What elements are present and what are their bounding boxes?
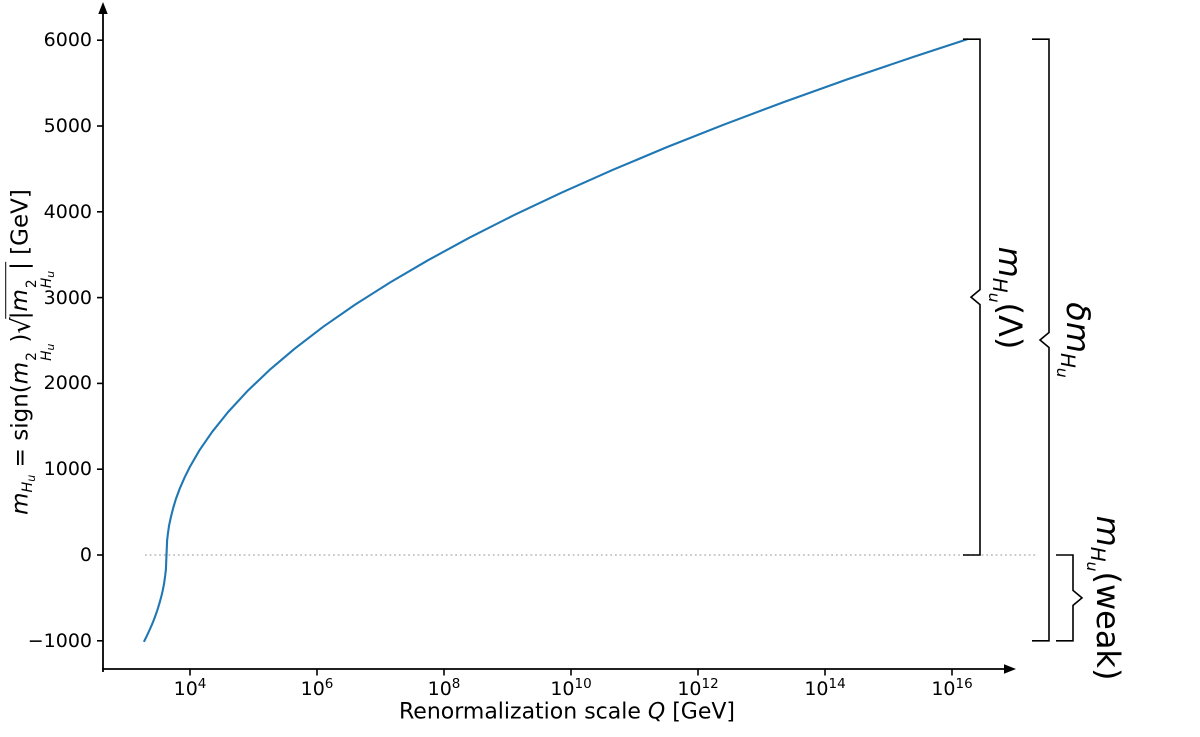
y-tick-label: 2000 <box>43 372 92 395</box>
y-tick-label: 6000 <box>43 29 92 52</box>
annotation-label-mHu-at-weak: mHu(weak) <box>1083 515 1127 681</box>
x-axis-label: Renormalization scale Q [GeV] <box>399 699 735 725</box>
x-tick-label: 108 <box>427 676 461 700</box>
x-tick-label: 106 <box>300 676 334 700</box>
y-axis-arrowhead <box>98 2 108 14</box>
y-tick-label: 3000 <box>43 286 92 309</box>
annotation-label-mHu-at-Lambda: mHu(Λ) <box>985 246 1029 350</box>
rg-curve <box>143 38 969 643</box>
annotation-label-delta-mHu: δmHu <box>1053 302 1097 378</box>
y-axis-ticks <box>97 39 103 642</box>
x-tick-label: 104 <box>173 676 207 700</box>
bracket-delta-mHu <box>1032 38 1050 642</box>
bracket-mHu-Lambda <box>963 38 981 556</box>
y-tick-label: −1000 <box>27 629 92 652</box>
y-tick-label: 0 <box>79 544 92 566</box>
y-axis-label: mHu = sign(m 2 Hu)√|m 2 Hu | [GeV] <box>5 189 57 515</box>
x-tick-label: 1014 <box>804 676 846 700</box>
rg-curve-line <box>143 38 969 643</box>
x-axis-arrowhead <box>1004 664 1016 674</box>
x-tick-label: 1012 <box>677 676 719 700</box>
annotation-brackets <box>963 38 1084 642</box>
y-tick-label: 4000 <box>43 200 92 223</box>
x-tick-label: 1010 <box>550 676 592 700</box>
y-tick-label: 5000 <box>43 115 92 137</box>
bracket-mHu-weak <box>1056 554 1084 642</box>
y-tick-label: 1000 <box>43 458 92 481</box>
x-axis-ticks <box>189 669 953 676</box>
x-tick-label: 1016 <box>931 676 973 700</box>
